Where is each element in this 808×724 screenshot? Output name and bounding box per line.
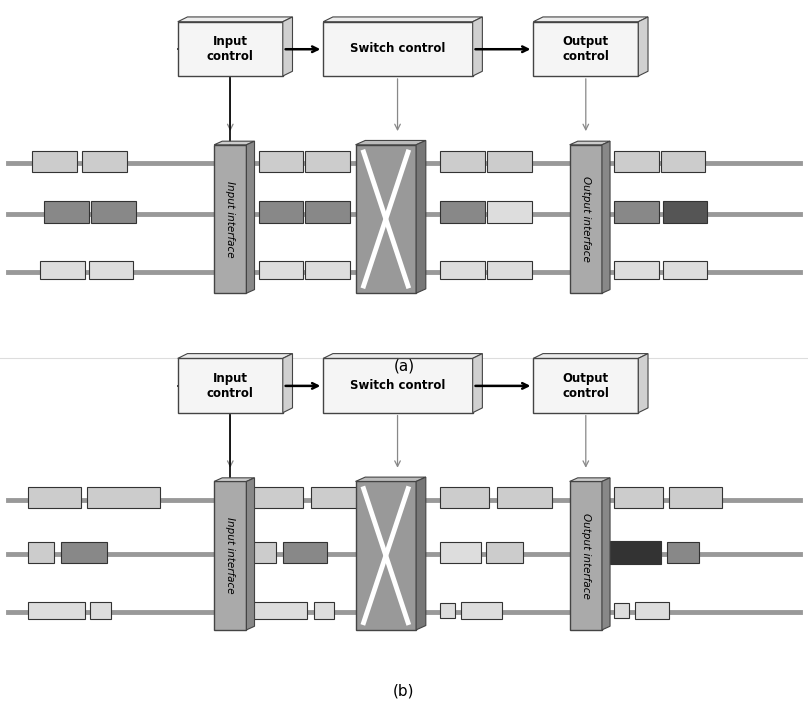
Bar bbox=[44, 201, 89, 223]
Text: Output interface: Output interface bbox=[581, 176, 591, 262]
Bar bbox=[663, 261, 707, 279]
Bar bbox=[314, 602, 334, 619]
Bar bbox=[28, 542, 54, 563]
Polygon shape bbox=[246, 141, 255, 293]
Bar bbox=[82, 151, 127, 172]
Bar bbox=[486, 542, 523, 563]
Text: (b): (b) bbox=[393, 684, 415, 699]
Polygon shape bbox=[533, 17, 648, 22]
Polygon shape bbox=[246, 478, 255, 630]
Bar bbox=[90, 602, 111, 619]
Bar bbox=[87, 487, 160, 508]
Bar bbox=[28, 602, 85, 619]
Bar bbox=[440, 151, 485, 172]
Bar bbox=[614, 603, 629, 618]
Polygon shape bbox=[283, 17, 292, 76]
Bar bbox=[250, 542, 276, 563]
Bar bbox=[570, 145, 602, 293]
Bar bbox=[661, 151, 705, 172]
Text: Output
control: Output control bbox=[562, 371, 609, 400]
Bar bbox=[32, 151, 77, 172]
Bar bbox=[614, 151, 659, 172]
Bar bbox=[178, 358, 283, 413]
Polygon shape bbox=[283, 353, 292, 413]
Text: Output interface: Output interface bbox=[581, 513, 591, 599]
Polygon shape bbox=[570, 478, 610, 481]
Bar bbox=[311, 487, 372, 508]
Polygon shape bbox=[416, 140, 426, 293]
Bar bbox=[356, 145, 416, 293]
Bar bbox=[61, 542, 107, 563]
Bar bbox=[440, 603, 455, 618]
Polygon shape bbox=[533, 353, 648, 358]
Polygon shape bbox=[473, 17, 482, 76]
Bar bbox=[610, 541, 661, 564]
Bar bbox=[323, 358, 473, 413]
Bar bbox=[663, 201, 707, 223]
Bar bbox=[259, 201, 303, 223]
Bar bbox=[91, 201, 136, 223]
Text: (a): (a) bbox=[393, 358, 415, 373]
Bar bbox=[40, 261, 85, 279]
Polygon shape bbox=[570, 141, 610, 145]
Bar bbox=[614, 487, 663, 508]
Bar bbox=[487, 201, 532, 223]
Bar bbox=[323, 22, 473, 76]
Polygon shape bbox=[356, 477, 426, 481]
Bar bbox=[259, 151, 303, 172]
Text: Output
control: Output control bbox=[562, 35, 609, 63]
Text: Input interface: Input interface bbox=[225, 518, 235, 594]
Bar bbox=[614, 261, 659, 279]
Text: Switch control: Switch control bbox=[350, 379, 446, 392]
Text: Input interface: Input interface bbox=[225, 181, 235, 257]
Bar bbox=[667, 542, 699, 563]
Bar bbox=[533, 358, 638, 413]
Bar bbox=[214, 145, 246, 293]
Bar bbox=[669, 487, 722, 508]
Bar bbox=[570, 481, 602, 630]
Bar bbox=[28, 487, 81, 508]
Bar bbox=[305, 151, 350, 172]
Polygon shape bbox=[638, 17, 648, 76]
Polygon shape bbox=[178, 353, 292, 358]
Polygon shape bbox=[323, 17, 482, 22]
Polygon shape bbox=[602, 141, 610, 293]
Bar bbox=[533, 22, 638, 76]
Bar bbox=[440, 542, 481, 563]
Polygon shape bbox=[214, 141, 255, 145]
Bar bbox=[440, 201, 485, 223]
Bar bbox=[305, 201, 350, 223]
Bar bbox=[487, 261, 532, 279]
Polygon shape bbox=[416, 477, 426, 630]
Polygon shape bbox=[178, 17, 292, 22]
Text: Input
control: Input control bbox=[207, 371, 254, 400]
Polygon shape bbox=[638, 353, 648, 413]
Bar bbox=[356, 481, 416, 630]
Polygon shape bbox=[356, 140, 426, 145]
Bar bbox=[440, 261, 485, 279]
Bar bbox=[89, 261, 133, 279]
Polygon shape bbox=[323, 353, 482, 358]
Bar bbox=[305, 261, 350, 279]
Bar bbox=[614, 201, 659, 223]
Text: Switch control: Switch control bbox=[350, 43, 446, 55]
Polygon shape bbox=[214, 478, 255, 481]
Bar bbox=[497, 487, 552, 508]
Bar bbox=[214, 481, 246, 630]
Bar bbox=[440, 487, 489, 508]
Bar bbox=[250, 487, 303, 508]
Bar bbox=[461, 602, 502, 619]
Bar bbox=[635, 602, 669, 619]
Bar bbox=[250, 602, 307, 619]
Polygon shape bbox=[473, 353, 482, 413]
Bar bbox=[487, 151, 532, 172]
Polygon shape bbox=[602, 478, 610, 630]
Text: Input
control: Input control bbox=[207, 35, 254, 63]
Bar bbox=[283, 542, 327, 563]
Bar bbox=[259, 261, 303, 279]
Bar bbox=[178, 22, 283, 76]
